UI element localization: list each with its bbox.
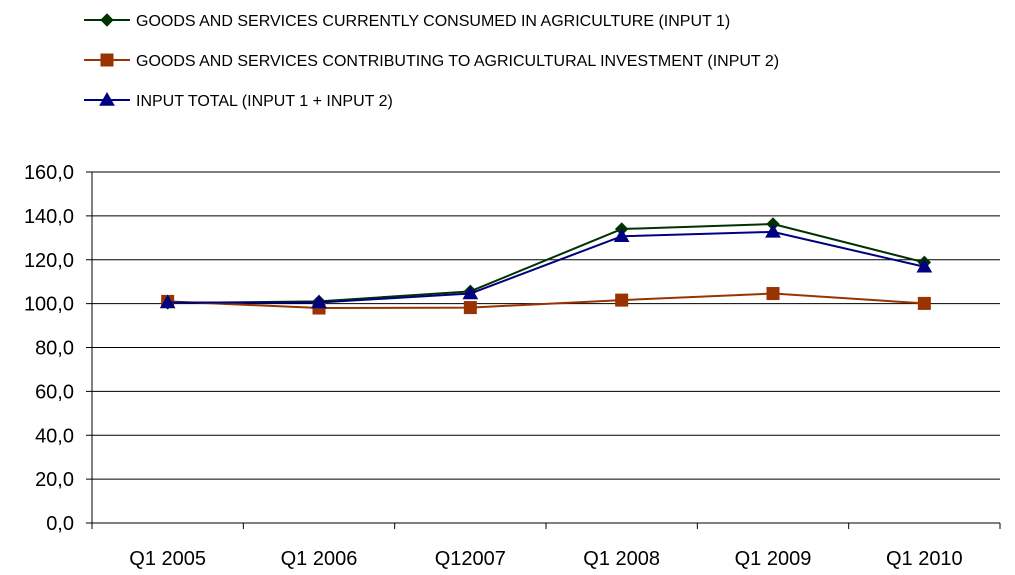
series-2-point [463, 301, 477, 315]
legend-marker [100, 53, 114, 67]
legend-marker [100, 13, 114, 27]
x-tick-label: Q1 2005 [129, 548, 206, 570]
y-tick-label: 80,0 [35, 338, 74, 360]
x-tick-label: Q1 2008 [583, 548, 660, 570]
series-3-point [765, 223, 781, 238]
legend-marker [99, 91, 115, 106]
series-2-point [766, 287, 780, 301]
gridlines [86, 171, 1000, 524]
legend: GOODS AND SERVICES CURRENTLY CONSUMED IN… [84, 13, 779, 110]
legend-label: GOODS AND SERVICES CURRENTLY CONSUMED IN… [136, 13, 730, 30]
y-tick-label: 100,0 [24, 294, 74, 316]
legend-entry: INPUT TOTAL (INPUT 1 + INPUT 2) [84, 91, 393, 110]
series-3-point [159, 294, 176, 309]
series-1-line [167, 222, 925, 304]
tick-labels: 0,0 20,0 40,0 60,0 80,0 100,0 120,0 140,0 160,0 Q… [24, 162, 963, 570]
series-lines [159, 217, 933, 315]
legend-entry: GOODS AND SERVICES CURRENTLY CONSUMED IN… [84, 13, 730, 30]
series-3-point [613, 228, 630, 243]
series-3-line [167, 230, 925, 304]
x-tick-label: Q1 2009 [735, 548, 812, 570]
series-2-group [161, 287, 931, 315]
y-tick-label: 140,0 [24, 206, 74, 228]
y-tick-label: 60,0 [35, 381, 74, 403]
series-3-point [916, 258, 933, 273]
series-2-line [167, 292, 925, 310]
y-tick-label: 20,0 [35, 469, 74, 491]
x-tick-label: Q12007 [435, 548, 506, 570]
series-3-point [311, 294, 327, 309]
axes [91, 172, 1001, 529]
x-tick-label: Q1 2006 [281, 548, 358, 570]
legend-label: INPUT TOTAL (INPUT 1 + INPUT 2) [136, 93, 393, 110]
legend-entry: GOODS AND SERVICES CONTRIBUTING TO AGRIC… [84, 53, 779, 70]
x-tick-label: Q1 2010 [886, 548, 963, 570]
series-3-group [159, 223, 933, 309]
y-tick-label: 0,0 [46, 513, 74, 535]
legend-label: GOODS AND SERVICES CONTRIBUTING TO AGRIC… [136, 53, 779, 70]
series-3-point [462, 285, 479, 300]
y-tick-label: 120,0 [24, 250, 74, 272]
y-tick-label: 160,0 [24, 162, 74, 184]
series-2-point [917, 296, 931, 310]
series-2-point [615, 293, 629, 307]
y-tick-label: 40,0 [35, 425, 74, 447]
